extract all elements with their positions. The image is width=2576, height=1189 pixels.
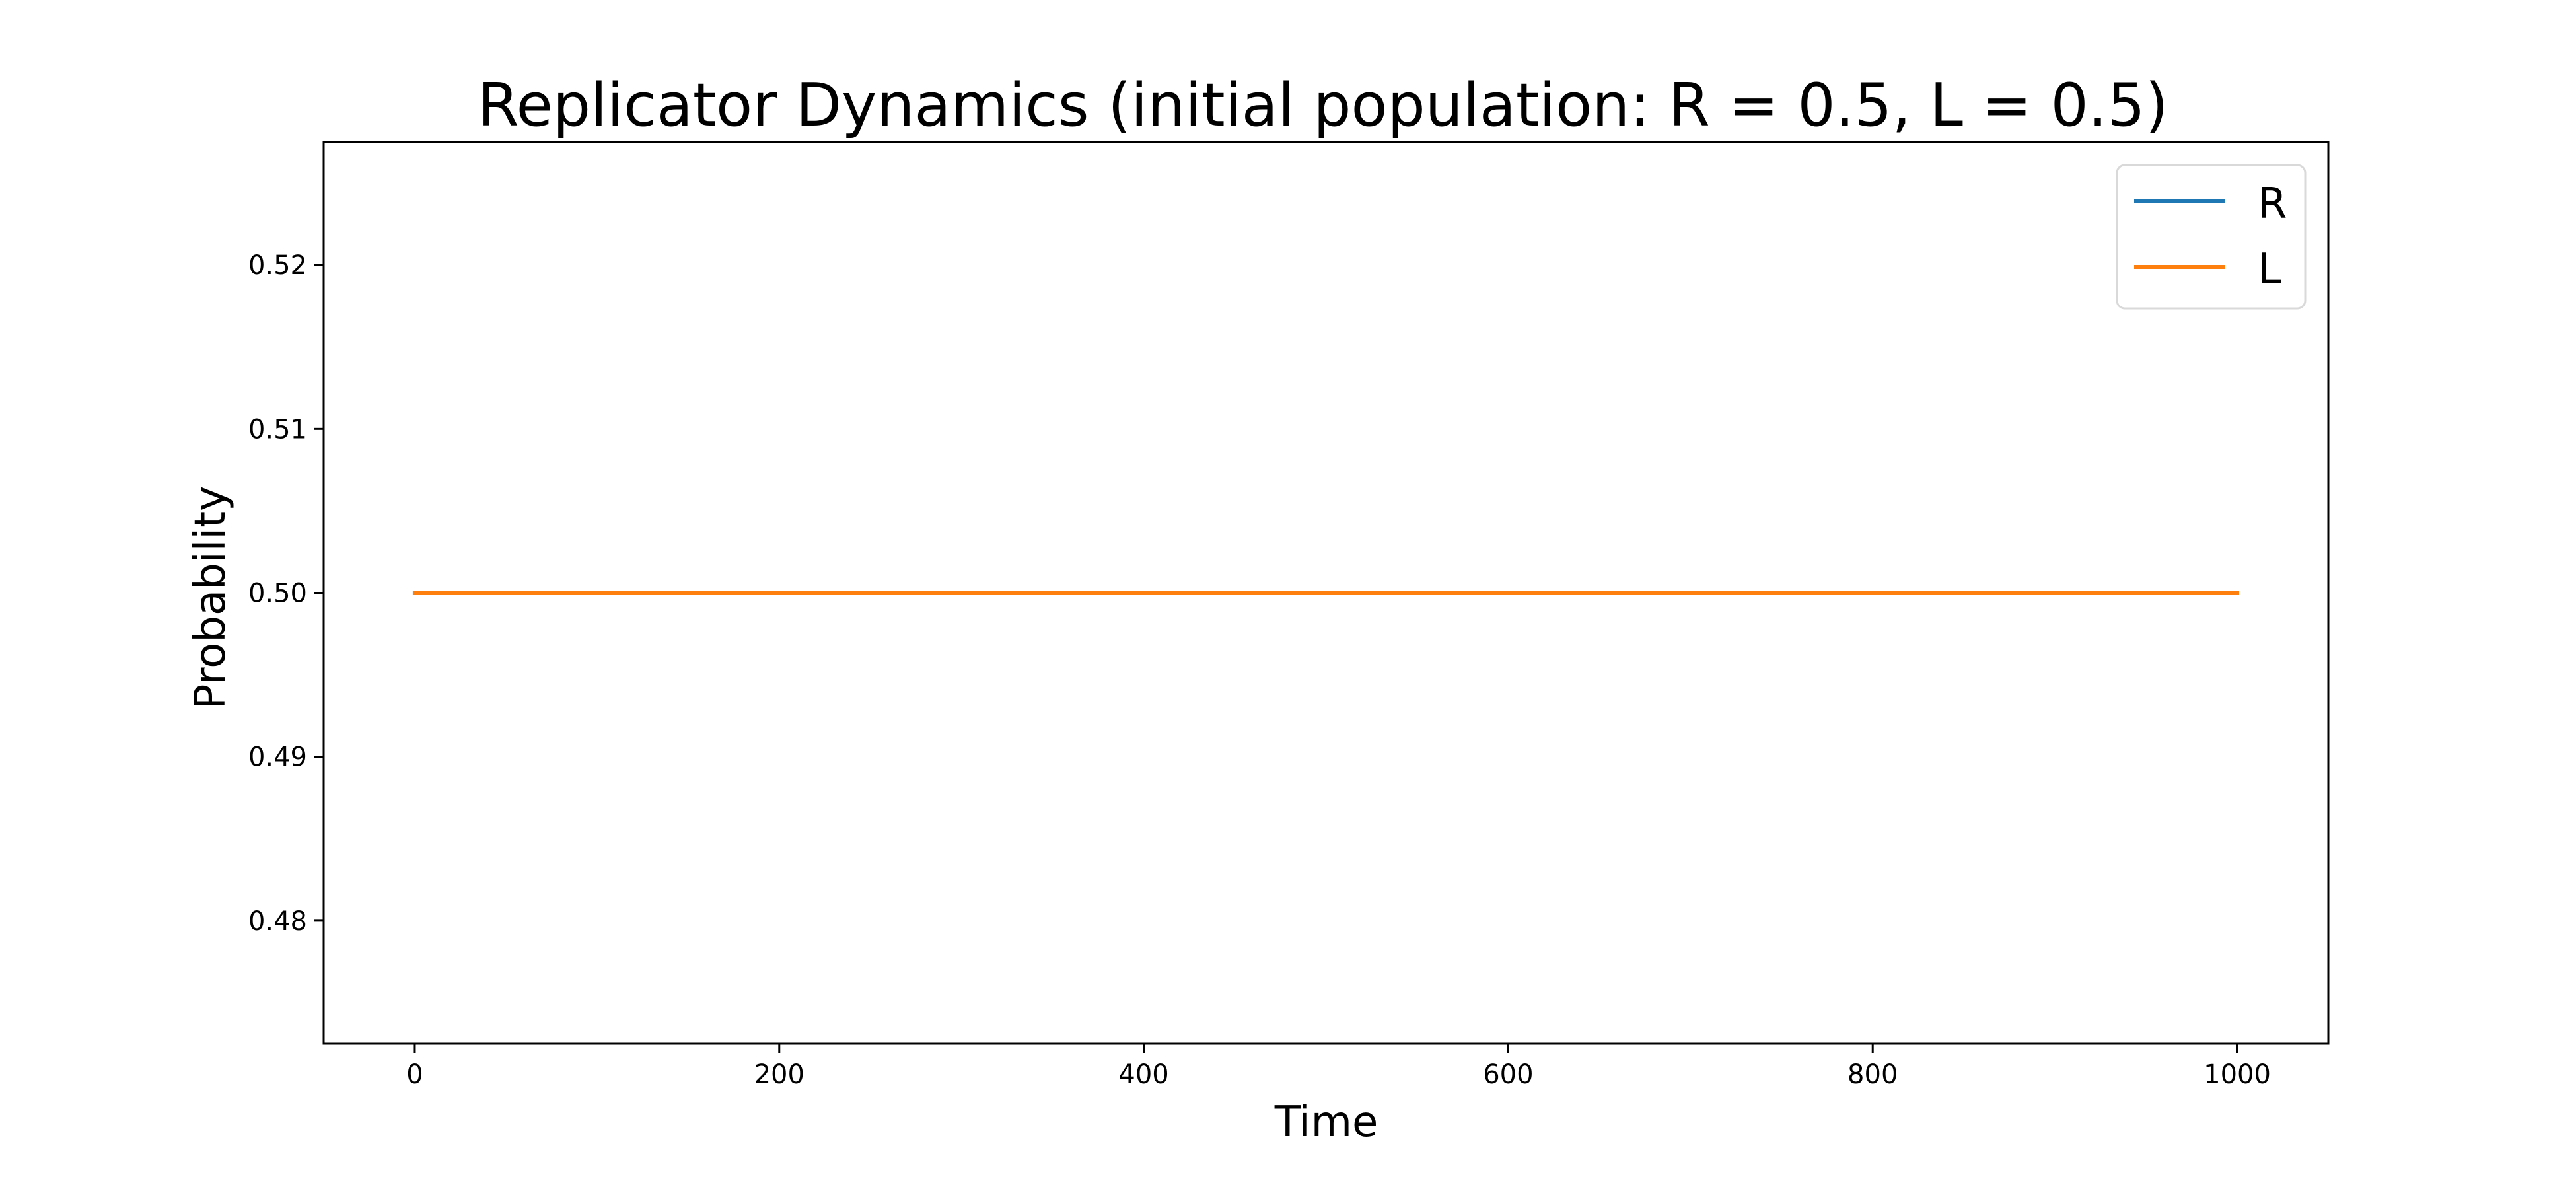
x-tick-label-0: 0	[406, 1060, 423, 1090]
chart-title: Replicator Dynamics (initial population:…	[478, 71, 2168, 140]
y-tick-label-0.48: 0.48	[248, 906, 307, 937]
legend-r-label: R	[2258, 180, 2287, 229]
legend-l-label: L	[2258, 245, 2281, 294]
x-axis-label: Time	[1274, 1098, 1378, 1147]
x-tick-label-600: 600	[1483, 1060, 1533, 1090]
x-axis-ticks: 0 200 400 600 800 1000	[406, 1044, 2271, 1090]
x-tick-label-1000: 1000	[2203, 1060, 2271, 1090]
y-tick-label-0.50: 0.50	[248, 579, 307, 609]
y-tick-label-0.52: 0.52	[248, 250, 307, 281]
y-tick-label-0.51: 0.51	[248, 414, 307, 445]
x-tick-label-200: 200	[754, 1060, 805, 1090]
x-tick-label-400: 400	[1118, 1060, 1168, 1090]
legend: R L	[2116, 164, 2307, 310]
y-axis-ticks: 0.48 0.49 0.50 0.51 0.52	[248, 250, 324, 937]
y-axis-label: Probability	[186, 486, 235, 709]
x-tick-label-800: 800	[1847, 1060, 1898, 1090]
y-tick-label-0.49: 0.49	[248, 742, 307, 773]
